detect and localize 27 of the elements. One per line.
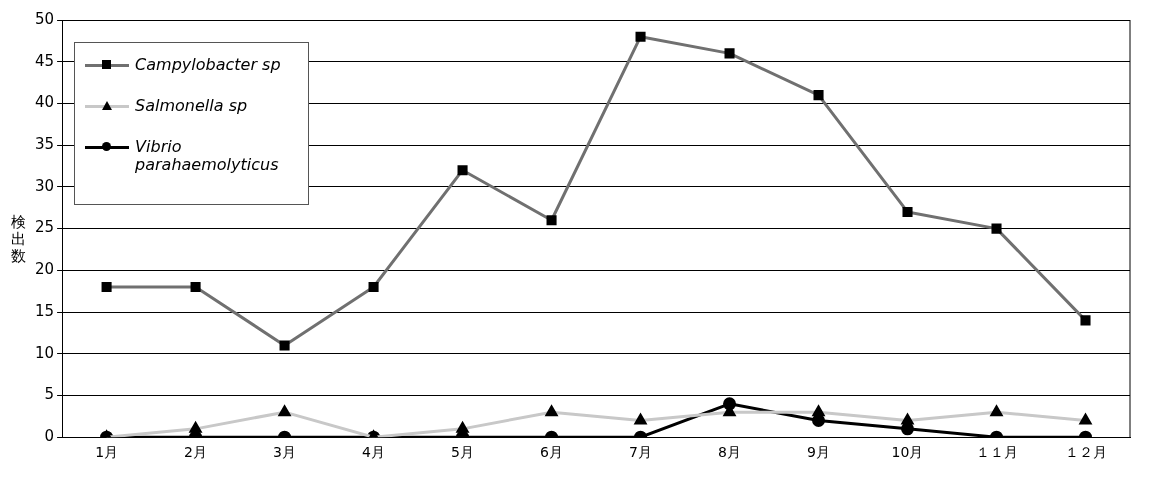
legend-label: Campylobacter sp (135, 55, 282, 74)
x-tick-label: １２月 (1064, 444, 1107, 461)
x-tick-label: 5月 (451, 444, 475, 461)
y-axis-title: 検出数 (9, 212, 27, 265)
y-tick-label: 50 (34, 9, 55, 28)
x-tick-label: 7月 (629, 444, 652, 461)
y-tick-label: 45 (34, 51, 55, 70)
x-tick-label: 10月 (891, 444, 924, 461)
x-tick-label: １１月 (975, 444, 1018, 461)
y-tick-label: 15 (34, 301, 55, 320)
x-tick-label: 6月 (540, 444, 564, 461)
y-tick-label: 0 (44, 427, 55, 446)
x-tick-label: 9月 (807, 444, 830, 461)
x-tick-label: 8月 (718, 444, 741, 461)
y-tick-label: 30 (34, 176, 55, 195)
y-tick-label: 20 (34, 260, 55, 279)
x-tick-label: 2月 (184, 444, 208, 461)
y-tick-label: 40 (34, 93, 55, 112)
y-tick-label: 35 (34, 135, 55, 154)
legend-label: Vibrio parahaemolyticus (135, 137, 280, 174)
y-tick-label: 5 (44, 385, 55, 404)
x-tick-label: 3月 (273, 444, 297, 461)
y-tick-label: 10 (34, 343, 55, 362)
y-tick-label: 25 (34, 218, 55, 237)
x-tick-label: 1月 (95, 444, 119, 461)
legend-label: Salmonella sp (135, 96, 249, 115)
x-tick-label: 4月 (362, 444, 386, 461)
